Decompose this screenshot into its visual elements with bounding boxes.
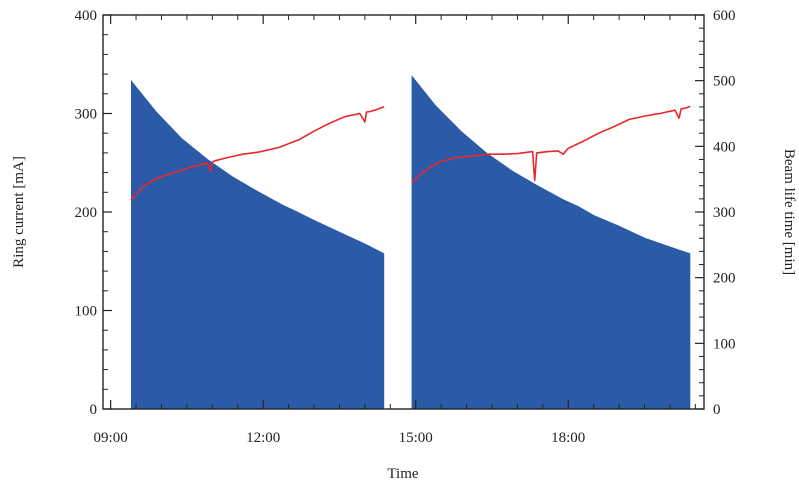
y-right-tick-label: 600 <box>713 8 736 24</box>
y-left-tick-label: 300 <box>75 107 98 123</box>
beam-life-time-line-1 <box>130 106 385 201</box>
x-tick-label: 09:00 <box>94 430 128 446</box>
y-left-tick-label: 400 <box>75 8 98 24</box>
ring-current-series <box>131 75 691 409</box>
y-right-tick-label: 200 <box>713 271 736 287</box>
y-right-tick-label: 500 <box>713 74 736 90</box>
y-right-tick-label: 400 <box>713 139 736 155</box>
y-right-tick-label: 300 <box>713 205 736 221</box>
x-tick-label: 15:00 <box>399 430 433 446</box>
beam-life-time-series <box>130 105 691 201</box>
y-left-tick-label: 200 <box>75 205 98 221</box>
beam-life-time-line-2 <box>411 105 691 184</box>
y-left-tick-label: 100 <box>75 304 98 320</box>
x-tick-label: 18:00 <box>551 430 585 446</box>
y-axis-right-title: Beam life time [min] <box>781 149 797 275</box>
axis-ticks <box>103 14 704 410</box>
y-right-tick-label: 100 <box>713 336 736 352</box>
ring-current-area-2 <box>411 75 691 409</box>
y-left-tick-label: 0 <box>90 402 98 418</box>
y-axis-left-title: Ring current [mA] <box>11 156 27 268</box>
x-axis-title: Time <box>387 466 418 482</box>
y-right-tick-label: 0 <box>713 402 721 418</box>
ring-current-area-1 <box>131 80 385 409</box>
x-tick-label: 12:00 <box>246 430 280 446</box>
tick-labels: 09:00 12:00 15:00 18:00 0 100 200 300 400 0 100 200… <box>75 8 736 446</box>
